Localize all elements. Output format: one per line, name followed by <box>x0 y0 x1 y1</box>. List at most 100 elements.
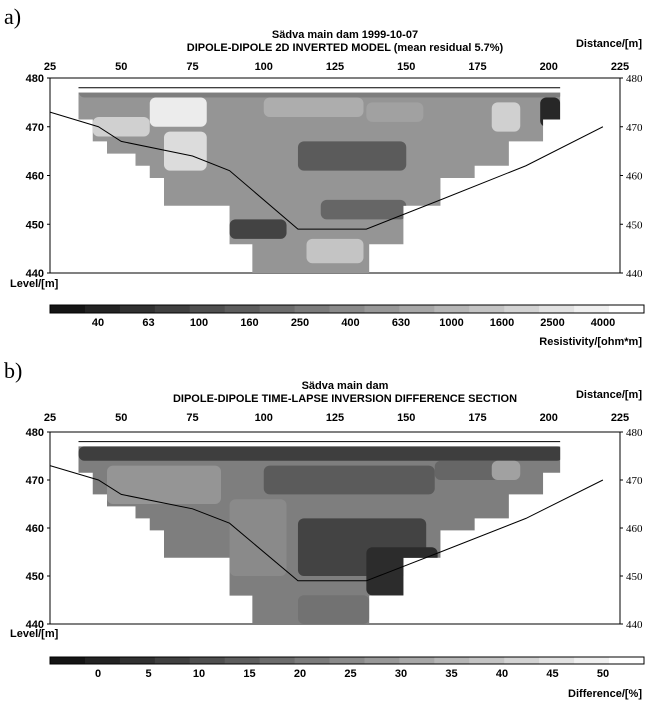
colorbar-swatch <box>434 305 470 313</box>
colorbar-swatch <box>329 305 365 313</box>
zone <box>107 465 221 504</box>
colorbar-tick-label: 30 <box>395 668 407 680</box>
zone <box>229 499 287 576</box>
colorbar-swatch <box>539 305 575 313</box>
colorbar-swatch <box>574 657 610 664</box>
y-tick-label: 460 <box>26 523 44 535</box>
y-tick-label: 480 <box>26 73 44 85</box>
colorbar-tick-label: 45 <box>546 668 558 680</box>
x-tick-label: 50 <box>115 412 127 424</box>
colorbar-tick-label: 1000 <box>439 317 463 329</box>
x-axis-label: Distance/[m] <box>576 38 642 50</box>
colorbar-tick-label: 20 <box>294 668 306 680</box>
colorbar-swatch <box>399 657 435 664</box>
zone <box>434 460 506 480</box>
colorbar-tick-label: 10 <box>193 668 205 680</box>
y-axis-label: Level/[m] <box>10 628 59 640</box>
colorbar-swatch <box>434 657 470 664</box>
colorbar-swatch <box>539 657 575 664</box>
colorbar-tick-label: 50 <box>597 668 609 680</box>
colorbar-frame <box>49 304 645 314</box>
colorbar-tick-label: 40 <box>92 317 104 329</box>
y-tick-label: 470 <box>26 122 44 134</box>
panel-label: a) <box>4 4 21 29</box>
chart-title: Sädva main dam 1999-10-07 <box>272 29 418 41</box>
colorbar-swatch <box>224 305 261 313</box>
colorbar-swatch <box>294 305 331 313</box>
zone <box>78 446 561 461</box>
y-tick-label: 440 <box>26 619 44 631</box>
profile-line <box>49 465 604 582</box>
zones <box>78 92 561 264</box>
colorbar-swatch <box>294 657 331 664</box>
zone <box>92 117 150 137</box>
y-tick-label: 470 <box>26 475 44 487</box>
x-tick-label: 100 <box>255 412 273 424</box>
colorbar-label: Difference/[%] <box>568 688 642 700</box>
right-y-tick-label: 480 <box>626 73 643 85</box>
x-tick-label: 200 <box>540 61 558 73</box>
x-tick-label: 75 <box>186 61 198 73</box>
colorbar-swatch <box>189 305 226 313</box>
x-tick-label: 125 <box>326 61 344 73</box>
zone <box>164 131 207 171</box>
colorbar-swatch <box>609 657 645 664</box>
colorbar-tick-label: 630 <box>392 317 410 329</box>
colorbar-frame <box>49 656 645 665</box>
colorbar-swatch <box>609 305 645 313</box>
colorbar-tick-label: 1600 <box>490 317 514 329</box>
colorbar-tick-label: 0 <box>95 668 101 680</box>
zone <box>540 97 561 127</box>
colorbar-swatch <box>84 305 121 313</box>
colorbar-swatch <box>329 657 365 664</box>
x-tick-label: 25 <box>44 61 56 73</box>
y-tick-label: 440 <box>26 268 44 280</box>
colorbar-swatch <box>504 657 540 664</box>
colorbar-tick-label: 2500 <box>540 317 564 329</box>
y-axis-label: Level/[m] <box>10 278 59 290</box>
colorbar-swatch <box>574 305 610 313</box>
colorbar-swatch <box>50 305 86 313</box>
x-tick-label: 50 <box>115 61 127 73</box>
right-y-tick-label: 440 <box>626 268 643 280</box>
colorbar-tick-label: 4000 <box>591 317 615 329</box>
right-y-tick-label: 480 <box>626 427 643 439</box>
x-tick-label: 125 <box>326 412 344 424</box>
right-y-tick-label: 440 <box>626 619 643 631</box>
colorbar-label: Resistivity/[ohm*m] <box>539 336 642 348</box>
zone <box>229 219 287 239</box>
right-y-tick-label: 470 <box>626 475 643 487</box>
colorbar-tick-label: 160 <box>240 317 258 329</box>
colorbar-tick-label: 250 <box>291 317 309 329</box>
colorbar-tick-label: 25 <box>344 668 356 680</box>
colorbar-swatch <box>84 657 121 664</box>
x-tick-label: 150 <box>397 412 415 424</box>
colorbar-tick-label: 35 <box>445 668 457 680</box>
x-tick-label: 200 <box>540 412 558 424</box>
zone <box>263 465 435 495</box>
colorbar-swatch <box>259 305 296 313</box>
right-y-tick-label: 460 <box>626 523 643 535</box>
colorbar-tick-label: 5 <box>145 668 151 680</box>
zone <box>491 460 521 480</box>
colorbar-swatch <box>259 657 296 664</box>
x-tick-label: 75 <box>186 412 198 424</box>
colorbar-swatch <box>364 657 400 664</box>
x-tick-label: 175 <box>468 412 486 424</box>
zone <box>297 595 370 624</box>
colorbar-swatch <box>399 305 435 313</box>
x-tick-label: 225 <box>611 61 629 73</box>
profile-line <box>49 111 604 230</box>
zone <box>306 238 364 264</box>
colorbar-swatch <box>154 305 191 313</box>
colorbar-swatch <box>364 305 400 313</box>
y-tick-label: 480 <box>26 427 44 439</box>
y-tick-label: 450 <box>26 219 44 231</box>
x-tick-label: 175 <box>468 61 486 73</box>
right-y-tick-label: 460 <box>626 171 643 183</box>
x-tick-label: 100 <box>255 61 273 73</box>
y-tick-label: 450 <box>26 571 44 583</box>
panel-a: a) Sädva main dam 1999-10-07DIPOLE-DIPOLE… <box>4 4 645 348</box>
chart-subtitle: DIPOLE-DIPOLE 2D INVERTED MODEL (mean re… <box>187 42 504 54</box>
